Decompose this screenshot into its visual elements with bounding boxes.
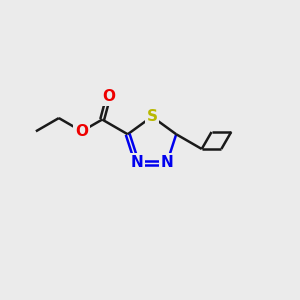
Text: N: N — [130, 155, 143, 170]
Text: O: O — [75, 124, 88, 139]
Text: N: N — [160, 155, 173, 170]
Text: S: S — [146, 109, 158, 124]
Text: O: O — [102, 89, 115, 104]
